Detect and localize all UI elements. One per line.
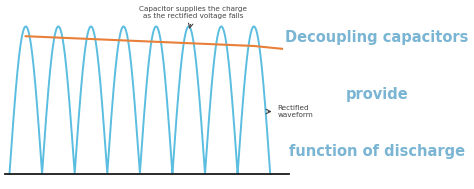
- Text: Decoupling capacitors: Decoupling capacitors: [285, 30, 468, 45]
- Text: function of discharge: function of discharge: [289, 144, 465, 159]
- Text: provide: provide: [346, 87, 408, 102]
- Text: Rectified
waveform: Rectified waveform: [266, 105, 313, 118]
- Text: Capacitor supplies the charge
as the rectified voltage falls: Capacitor supplies the charge as the rec…: [139, 6, 247, 28]
